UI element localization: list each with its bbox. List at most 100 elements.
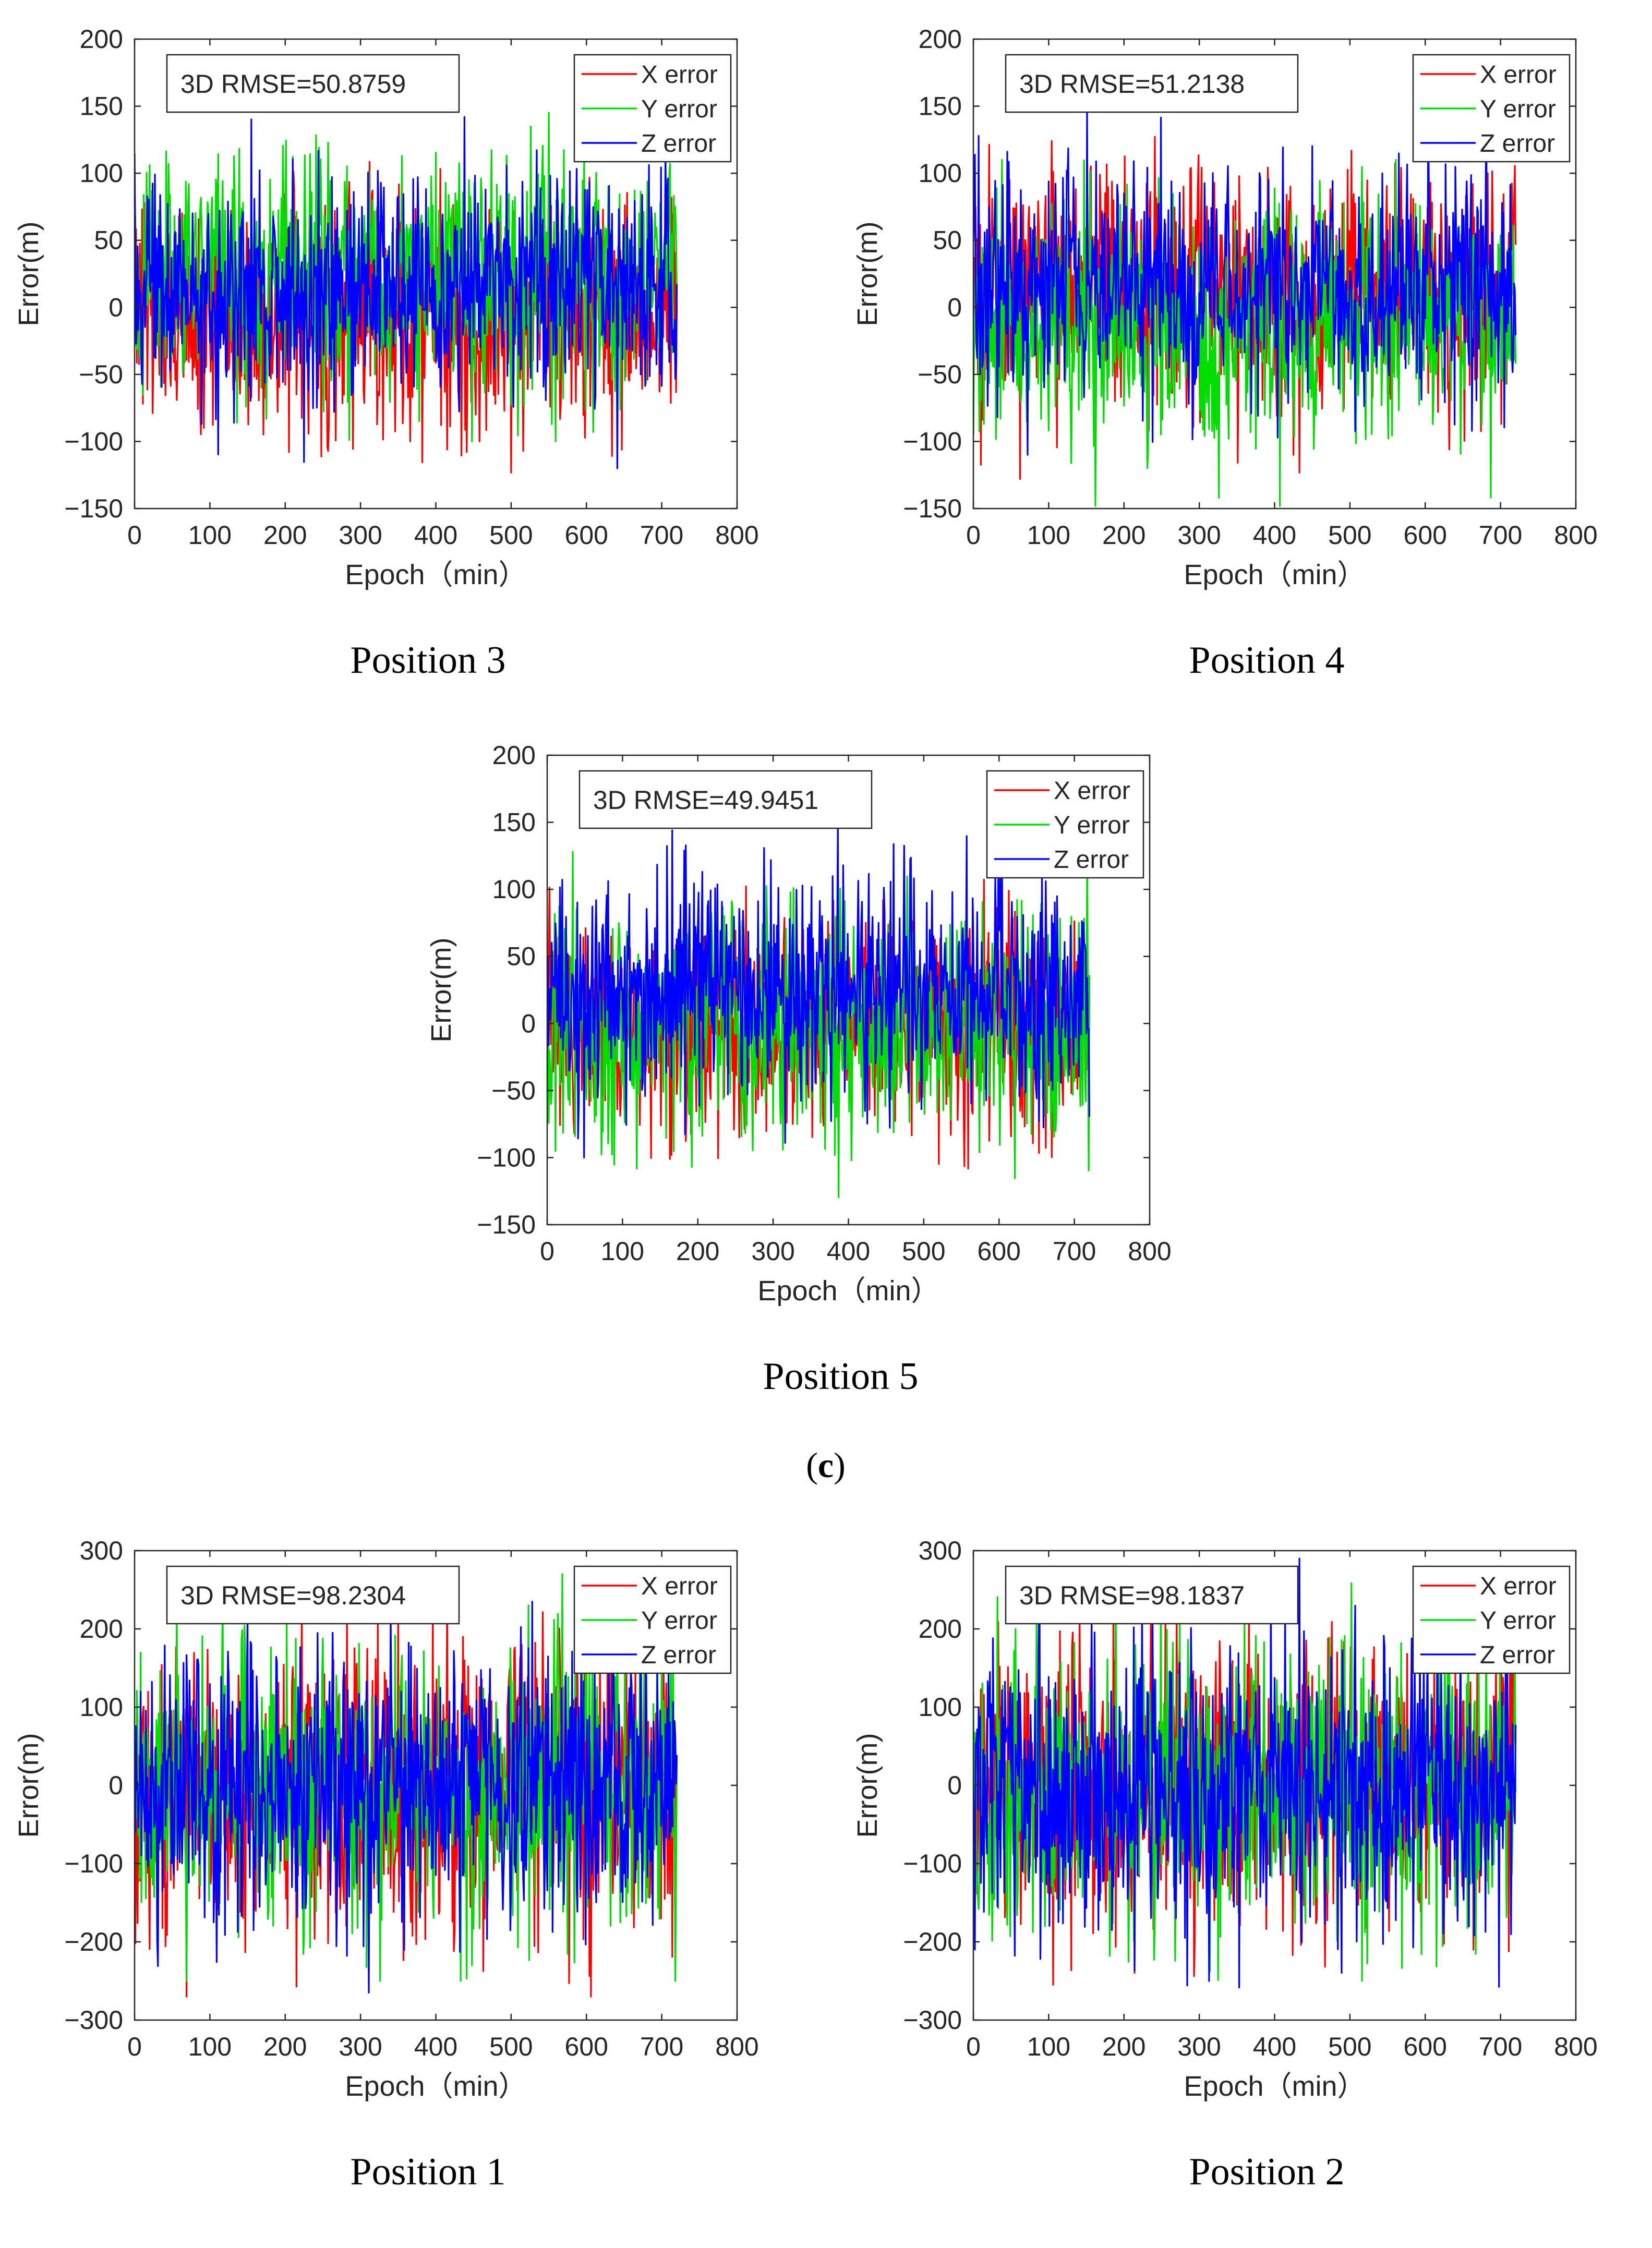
rmse-annotation: 3D RMSE=51.2138 — [1019, 69, 1245, 99]
x-tick-label: 600 — [565, 521, 608, 550]
legend-label: Z error — [641, 130, 716, 158]
y-tick-label: −300 — [903, 2005, 962, 2035]
y-tick-label: −150 — [903, 494, 962, 523]
x-axis-label: Epoch（min） — [345, 2071, 526, 2102]
charts-layer: 0 100 200 300 400 500 600 700 800−150−100−500501… — [13, 25, 1598, 2193]
x-tick-label: 600 — [565, 2032, 608, 2061]
x-tick-label: 200 — [263, 521, 307, 550]
y-tick-label: 100 — [492, 875, 536, 904]
legend-label: X error — [1054, 777, 1130, 805]
x-axis-label: Epoch（min） — [345, 559, 526, 590]
x-tick-label: 0 — [127, 2032, 142, 2061]
x-tick-label: 100 — [188, 2032, 232, 2061]
y-tick-label: −100 — [64, 1849, 123, 1878]
x-tick-label: 800 — [715, 521, 758, 550]
y-tick-label: 0 — [947, 1771, 962, 1800]
y-tick-label: 200 — [919, 25, 962, 54]
x-tick-label: 700 — [1479, 521, 1522, 550]
x-axis-label: Epoch（min） — [757, 1275, 939, 1307]
legend: X error Y error Z error — [573, 1565, 732, 1674]
y-tick-label: −100 — [477, 1143, 536, 1172]
x-tick-label: 400 — [414, 2032, 457, 2061]
x-tick-label: 200 — [1102, 2032, 1145, 2061]
x-tick-label: 200 — [1102, 521, 1145, 550]
y-tick-label: 100 — [80, 159, 123, 188]
chart-caption: Position 2 — [1189, 2150, 1344, 2193]
legend-label: X error — [1480, 61, 1557, 89]
legend-label: Z error — [1054, 846, 1129, 874]
rmse-annotation: 3D RMSE=98.1837 — [1019, 1581, 1245, 1610]
y-tick-label: 100 — [80, 1693, 123, 1722]
panel-label-open: ( — [806, 1445, 818, 1485]
y-tick-label: 0 — [947, 293, 962, 322]
x-axis-label: Epoch（min） — [1184, 2071, 1365, 2102]
x-tick-label: 100 — [1027, 2032, 1070, 2061]
legend-label: Y error — [1480, 95, 1556, 123]
y-tick-label: −100 — [64, 427, 123, 456]
y-tick-label: 150 — [919, 92, 962, 121]
y-tick-label: −100 — [903, 1849, 962, 1878]
x-tick-label: 800 — [1554, 2032, 1597, 2061]
x-tick-label: 800 — [1554, 521, 1597, 550]
y-axis-label: Error(m) — [852, 222, 883, 327]
x-tick-label: 300 — [751, 1237, 794, 1266]
y-tick-label: 100 — [919, 159, 962, 188]
y-tick-label: 50 — [933, 226, 962, 255]
x-tick-label: 100 — [188, 521, 232, 550]
x-tick-label: 400 — [1253, 2032, 1296, 2061]
y-tick-label: −200 — [903, 1927, 962, 1956]
legend-label: Y error — [1480, 1607, 1556, 1635]
x-tick-label: 700 — [1053, 1237, 1096, 1266]
y-tick-label: 0 — [521, 1009, 536, 1038]
series-line-z-error — [973, 105, 1517, 456]
x-tick-label: 500 — [1328, 2032, 1371, 2061]
x-tick-label: 300 — [339, 2032, 382, 2061]
panel-label-close: ) — [834, 1445, 846, 1485]
y-tick-label: 50 — [94, 226, 123, 255]
y-tick-label: 50 — [507, 942, 536, 971]
y-tick-label: 0 — [108, 1771, 123, 1800]
rmse-box — [166, 54, 460, 113]
x-axis-label: Epoch（min） — [1184, 559, 1365, 590]
legend-label: Y error — [641, 95, 717, 123]
y-tick-label: 0 — [108, 293, 123, 322]
x-tick-label: 200 — [263, 2032, 307, 2061]
y-axis-label: Error(m) — [13, 1733, 44, 1838]
x-tick-label: 500 — [489, 521, 533, 550]
chart-caption: Position 4 — [1189, 639, 1344, 682]
y-tick-label: −150 — [64, 494, 123, 523]
panel-label-letter: c — [818, 1445, 834, 1485]
chart-pos3: 0 100 200 300 400 500 600 700 800 −150 −100 −50 0 50 1… — [13, 25, 759, 682]
y-tick-label: −50 — [491, 1076, 536, 1105]
x-tick-label: 100 — [1027, 521, 1070, 550]
chart-pos4: 0 100 200 300 400 500 600 700 800 −150 −100 −50 0 50 1… — [852, 25, 1598, 682]
x-tick-label: 300 — [1177, 521, 1221, 550]
x-tick-label: 300 — [1177, 2032, 1221, 2061]
legend: X error Y error Z error — [1412, 1565, 1571, 1674]
rmse-box — [1005, 54, 1299, 113]
series-line-z-error — [135, 1601, 678, 1994]
chart-pos5: 0 100 200 300 400 500 600 700 800 −150 −100 −50 0 50 1… — [426, 741, 1172, 1398]
series-group — [135, 112, 678, 474]
y-tick-label: −100 — [903, 427, 962, 456]
chart-pos1: 0 100 200 300 400 500 600 700 800 −300 −200 −100 0 10… — [13, 1536, 759, 2193]
y-axis-label: Error(m) — [426, 938, 457, 1043]
rmse-box — [578, 770, 873, 829]
rmse-box — [1005, 1565, 1299, 1625]
legend: X error Y error Z error — [986, 770, 1144, 879]
y-tick-label: 200 — [919, 1614, 962, 1643]
x-tick-label: 800 — [715, 2032, 758, 2061]
y-tick-label: 300 — [919, 1536, 962, 1565]
rmse-annotation: 3D RMSE=49.9451 — [593, 785, 818, 815]
y-tick-label: 100 — [919, 1693, 962, 1722]
y-tick-label: −300 — [64, 2005, 123, 2035]
x-tick-label: 0 — [966, 521, 981, 550]
series-group — [973, 105, 1517, 507]
y-tick-label: 200 — [492, 741, 536, 770]
x-tick-label: 400 — [1253, 521, 1296, 550]
y-tick-label: 300 — [80, 1536, 123, 1565]
x-tick-label: 0 — [540, 1237, 554, 1266]
x-tick-label: 0 — [966, 2032, 981, 2061]
x-tick-label: 500 — [1328, 521, 1371, 550]
